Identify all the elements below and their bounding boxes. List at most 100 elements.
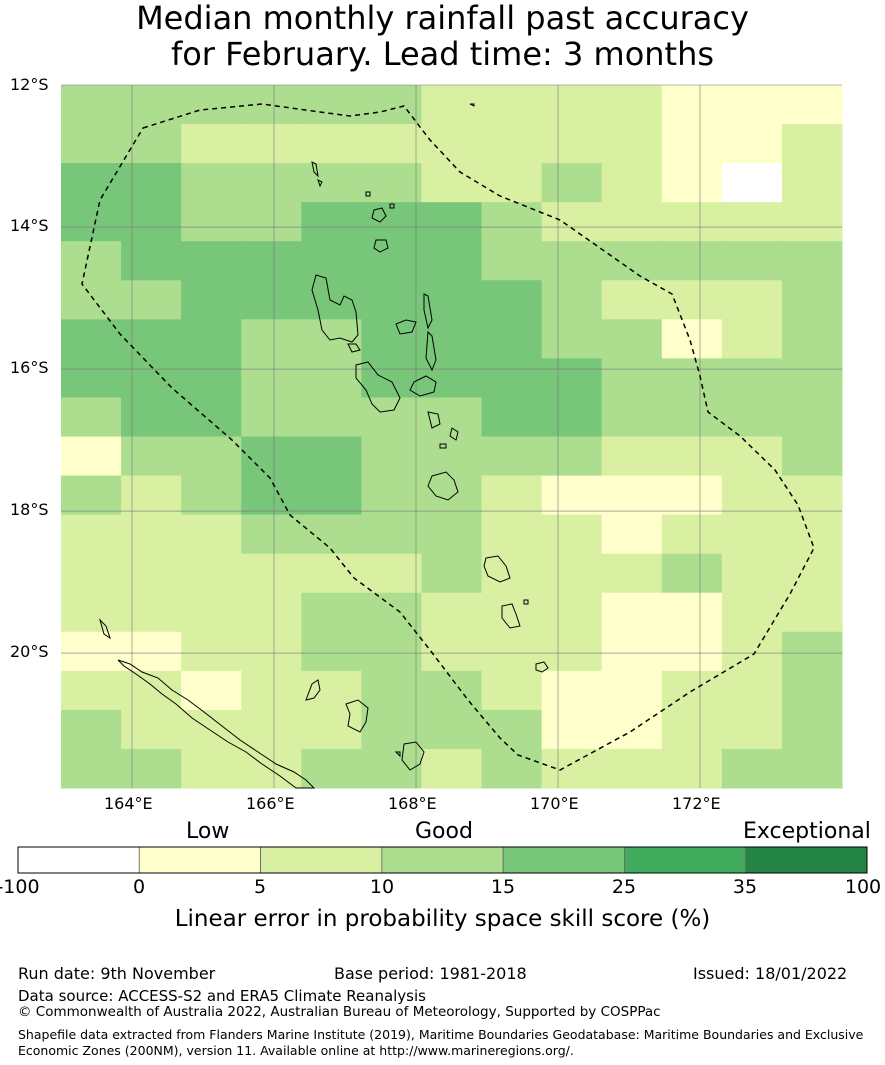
- skill-cell: [721, 124, 783, 164]
- skill-cell: [181, 709, 242, 750]
- skill-cell: [601, 670, 663, 711]
- skill-cell: [541, 163, 603, 203]
- skill-cell: [121, 670, 182, 711]
- lon-label-172e: 172°E: [672, 794, 721, 813]
- skill-cell: [301, 553, 362, 594]
- skill-cell: [601, 397, 663, 437]
- skill-cell: [421, 709, 483, 750]
- issued-date: Issued: 18/01/2022: [693, 964, 848, 983]
- lon-label-168e: 168°E: [388, 794, 437, 813]
- colorbar-segment: [624, 846, 747, 874]
- skill-cell: [181, 631, 242, 672]
- skill-cell: [481, 748, 543, 789]
- skill-cell: [781, 319, 843, 359]
- skill-cell: [541, 592, 603, 633]
- skill-cell: [301, 709, 362, 750]
- island-efate: [427, 471, 459, 501]
- skill-cell: [241, 670, 302, 711]
- colorbar-segment: [381, 846, 504, 874]
- skill-cell: [241, 631, 302, 672]
- skill-cell: [781, 163, 843, 203]
- skill-cell: [61, 475, 122, 516]
- skill-cell: [421, 202, 483, 242]
- skill-cell: [481, 358, 543, 398]
- skill-cell: [781, 553, 843, 594]
- skill-cell: [241, 592, 302, 633]
- skill-cell: [601, 202, 663, 242]
- skill-cell: [481, 631, 543, 672]
- skill-cell: [661, 475, 723, 516]
- chart-title-line1: Median monthly rainfall past accuracy: [136, 0, 749, 37]
- skill-cell: [481, 670, 543, 711]
- skill-cell: [61, 202, 122, 242]
- skill-cell: [301, 631, 362, 672]
- skill-cell: [601, 709, 663, 750]
- skill-cell: [721, 319, 783, 359]
- skill-cell: [781, 202, 843, 242]
- skill-cell: [61, 397, 122, 437]
- colorbar-segment: [260, 846, 383, 874]
- colorbar-tick: 100: [844, 876, 882, 898]
- skill-cell: [601, 553, 663, 594]
- skill-cell: [241, 553, 302, 594]
- skill-cell: [421, 475, 483, 516]
- skill-cell: [301, 280, 362, 320]
- island-tanna: [501, 603, 521, 629]
- skill-cell: [421, 358, 483, 398]
- colorbar-tick: 5: [253, 876, 267, 898]
- skill-cell: [241, 124, 302, 164]
- skill-cell: [241, 163, 302, 203]
- skill-cell: [181, 592, 242, 633]
- skill-cell: [601, 241, 663, 281]
- skill-cell: [721, 748, 783, 789]
- skill-cell: [121, 592, 182, 633]
- skill-cell: [481, 163, 543, 203]
- skill-cell: [601, 163, 663, 203]
- skill-cell: [61, 85, 122, 125]
- skill-cell: [361, 436, 422, 477]
- skill-cell: [541, 475, 603, 516]
- skill-cell: [181, 358, 242, 398]
- colorbar: [17, 846, 868, 874]
- skill-cell: [121, 280, 182, 320]
- skill-cell: [601, 436, 663, 477]
- skill-cell: [421, 280, 483, 320]
- skill-cell: [241, 241, 302, 281]
- islet-a: [365, 191, 371, 197]
- skill-cell: [481, 280, 543, 320]
- graticule: [61, 84, 842, 788]
- skill-cell: [301, 202, 362, 242]
- island-pentecost: [425, 330, 437, 372]
- colorbar-good-label: Good: [415, 819, 473, 844]
- islet-b: [389, 203, 395, 209]
- shapefile-credit: Shapefile data extracted from Flanders M…: [18, 1027, 864, 1058]
- skill-cell: [721, 397, 783, 437]
- skill-cell: [121, 85, 182, 125]
- skill-cell: [301, 475, 362, 516]
- skill-cell: [61, 124, 122, 164]
- skill-cell: [301, 436, 362, 477]
- lat-label-12s: 12°S: [10, 75, 49, 94]
- skill-cell: [721, 475, 783, 516]
- skill-cell: [601, 631, 663, 672]
- skill-cell: [781, 397, 843, 437]
- skill-cell: [361, 709, 422, 750]
- skill-cell: [541, 436, 603, 477]
- island-mare: [401, 741, 425, 771]
- skill-cell: [781, 514, 843, 555]
- skill-cell: [421, 514, 483, 555]
- island-ambrym: [409, 375, 437, 397]
- skill-cell: [721, 202, 783, 242]
- skill-cell: [661, 163, 723, 203]
- skill-cell: [121, 202, 182, 242]
- island-aneityum: [535, 661, 549, 673]
- skill-cell: [361, 514, 422, 555]
- colorbar-tick: -100: [0, 876, 40, 898]
- island-espiritu-santo: [311, 274, 359, 343]
- skill-cell: [301, 124, 362, 164]
- skill-cell: [121, 748, 182, 789]
- skill-cell: [421, 436, 483, 477]
- skill-cell: [181, 514, 242, 555]
- islet-f: [347, 343, 361, 353]
